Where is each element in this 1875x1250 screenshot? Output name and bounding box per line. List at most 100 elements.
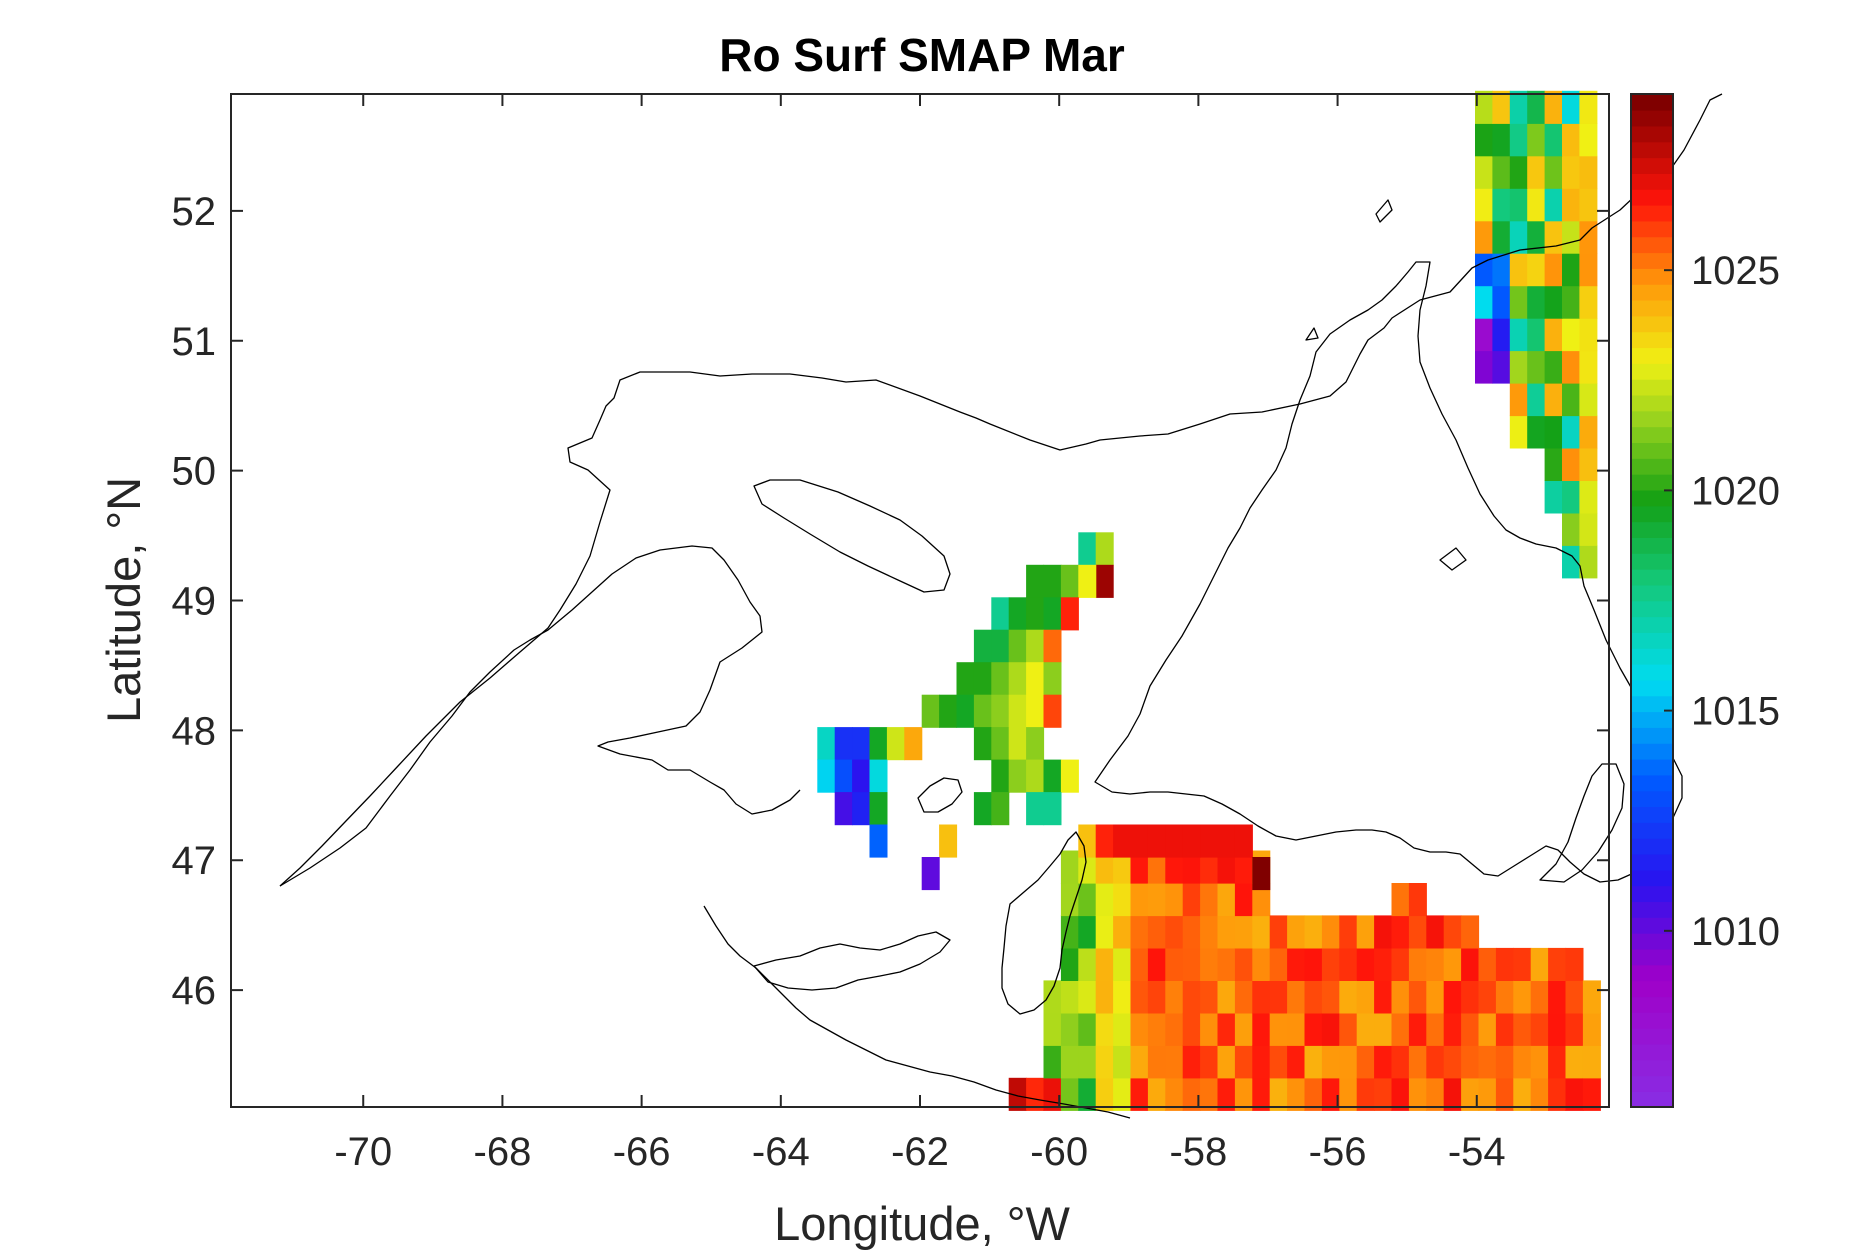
heatmap-cell	[1548, 1012, 1567, 1046]
heatmap-cell	[1548, 947, 1567, 981]
heatmap-cell	[1252, 1012, 1271, 1046]
heatmap-cell	[1544, 220, 1563, 254]
heatmap-cell	[1008, 629, 1027, 663]
colorbar-swatch	[1631, 1043, 1673, 1061]
heatmap-cell	[1579, 545, 1598, 579]
heatmap-cell	[1509, 90, 1528, 124]
heatmap-cell	[1008, 727, 1027, 761]
heatmap-cell	[991, 727, 1010, 761]
heatmap-cell	[1562, 480, 1580, 514]
heatmap-cell	[1182, 850, 1201, 884]
heatmap-cell	[991, 759, 1010, 793]
heatmap-cell	[1130, 915, 1149, 949]
heatmap-cell	[1147, 947, 1166, 981]
heatmap-cell	[1548, 1077, 1567, 1111]
heatmap-cell	[1475, 253, 1493, 287]
heatmap-cell	[1078, 883, 1097, 917]
heatmap-cell	[1165, 824, 1184, 858]
heatmap-cell	[1304, 1077, 1323, 1111]
heatmap-cell	[1443, 947, 1462, 981]
heatmap-cell	[1217, 1077, 1236, 1111]
colorbar-swatch	[1631, 932, 1673, 950]
heatmap-cell	[1527, 220, 1546, 254]
y-axis-ticks: 46 47 48 49 50 51 52	[172, 190, 1609, 1013]
heatmap-cell	[1356, 947, 1375, 981]
heatmap-cell	[834, 792, 853, 826]
heatmap-cell	[1217, 947, 1236, 981]
colorbar-swatch	[1631, 109, 1673, 127]
heatmap-cell	[1182, 1012, 1201, 1046]
heatmap-cell	[1217, 915, 1236, 949]
heatmap-cell	[1527, 155, 1546, 189]
colorbar-swatch	[1631, 790, 1673, 808]
heatmap-cell	[1060, 1012, 1079, 1046]
coastline-newfoundland	[1094, 261, 1683, 883]
heatmap-cell	[956, 694, 975, 728]
heatmap-cell	[1356, 1012, 1375, 1046]
chart-title: Ro Surf SMAP Mar	[719, 29, 1125, 81]
heatmap-cell	[1147, 883, 1166, 917]
heatmap-cell	[1200, 850, 1219, 884]
heatmap-cell	[1475, 285, 1493, 319]
coastline	[279, 93, 1723, 1119]
heatmap-cell	[1478, 980, 1497, 1014]
heatmap-cell	[1562, 512, 1580, 546]
heatmap-cell	[1113, 947, 1132, 981]
heatmap-cell	[1478, 1045, 1497, 1079]
heatmap-cell	[1391, 1077, 1410, 1111]
heatmap-cell	[991, 597, 1010, 631]
colorbar-swatch	[1631, 869, 1673, 887]
heatmap-cell	[1252, 857, 1271, 891]
heatmap-cell	[973, 792, 992, 826]
colorbar-swatch	[1631, 442, 1673, 459]
heatmap-cell	[1509, 220, 1528, 254]
heatmap-cell	[939, 824, 958, 858]
colorbar-swatch	[1631, 489, 1673, 507]
colorbar-swatch	[1631, 173, 1673, 190]
heatmap-cell	[1234, 980, 1253, 1014]
heatmap-cell	[956, 662, 975, 696]
heatmap-cell	[1095, 883, 1114, 917]
heatmap-cell	[1548, 980, 1567, 1014]
heatmap-cell	[1509, 253, 1528, 287]
colorbar-tick-label: 1025	[1691, 249, 1780, 293]
colorbar-swatch	[1631, 806, 1673, 823]
heatmap-cell	[1078, 980, 1097, 1014]
heatmap-cell	[1356, 1045, 1375, 1079]
colorbar-swatch	[1631, 1012, 1673, 1029]
colorbar-swatch	[1631, 695, 1673, 713]
heatmap-cell	[1478, 1012, 1497, 1046]
y-tick-label: 47	[172, 839, 217, 883]
heatmap-cell	[1269, 915, 1288, 949]
heatmap-cell	[1509, 318, 1528, 352]
heatmap-cell	[1217, 883, 1236, 917]
heatmap-cell	[1562, 350, 1580, 384]
heatmap-cell	[1200, 980, 1219, 1014]
heatmap-cell	[904, 727, 923, 761]
heatmap-cell	[1182, 883, 1201, 917]
colorbar-swatch	[1631, 347, 1673, 364]
colorbar-swatch	[1631, 125, 1673, 143]
heatmap-cell	[973, 727, 992, 761]
colorbar-swatch	[1631, 331, 1673, 349]
heatmap-cell	[1544, 480, 1563, 514]
colorbar-swatch	[1631, 837, 1673, 855]
heatmap-cell	[1182, 980, 1201, 1014]
x-tick-label: -56	[1309, 1130, 1367, 1174]
heatmap-cell	[1475, 155, 1493, 189]
colorbar-swatch	[1631, 980, 1673, 998]
heatmap-cell	[1130, 824, 1149, 858]
heatmap-cell	[1513, 947, 1532, 981]
heatmap-cell	[1321, 1077, 1340, 1111]
heatmap-cell	[1321, 915, 1340, 949]
heatmap-cell	[1527, 253, 1546, 287]
heatmap-cell	[1008, 597, 1027, 631]
heatmap-cell	[1060, 564, 1079, 598]
heatmap-cell	[1495, 980, 1514, 1014]
heatmap-cell	[1527, 123, 1546, 157]
colorbar-swatch	[1631, 1091, 1673, 1108]
heatmap-cell	[1562, 90, 1580, 124]
heatmap-cell	[1060, 1045, 1079, 1079]
heatmap-cell	[1495, 1077, 1514, 1111]
colorbar: 1010 1015 1020 1025	[1630, 93, 1780, 1108]
